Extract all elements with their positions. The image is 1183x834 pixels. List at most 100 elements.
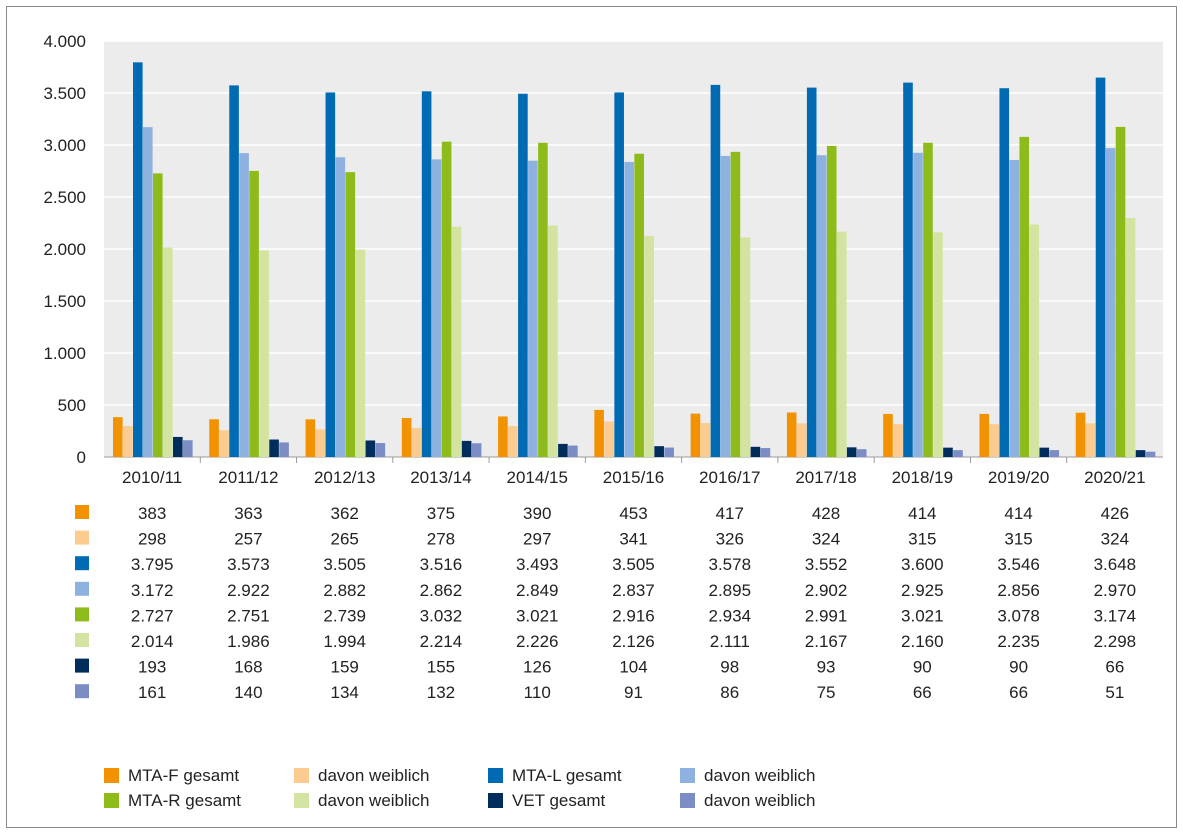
legend-swatch xyxy=(488,793,503,808)
legend-swatch xyxy=(488,768,503,783)
bar xyxy=(893,424,903,457)
table-cell: 2.126 xyxy=(612,632,655,651)
table-cell: 453 xyxy=(619,504,647,523)
bar xyxy=(943,447,953,457)
table-cell: 315 xyxy=(1004,530,1032,549)
legend-swatch xyxy=(294,793,309,808)
bar xyxy=(538,142,548,458)
bar xyxy=(883,413,893,457)
table-cell: 2.895 xyxy=(708,581,751,600)
table-cell: 66 xyxy=(1105,658,1124,677)
bar xyxy=(173,436,183,457)
table-cell: 3.552 xyxy=(805,555,848,574)
legend-item: davon weiblich xyxy=(294,789,488,812)
bar xyxy=(133,62,143,457)
table-row-swatch xyxy=(75,530,89,545)
bar xyxy=(375,443,386,457)
table-cell: 341 xyxy=(619,530,647,549)
table-cell: 297 xyxy=(523,530,551,549)
y-tick-label: 3.000 xyxy=(43,136,86,155)
table-cell: 193 xyxy=(138,658,166,677)
table-cell: 298 xyxy=(138,530,166,549)
bar xyxy=(856,449,867,457)
bar xyxy=(1125,218,1136,457)
table-row-swatch xyxy=(75,633,89,647)
table-cell: 3.648 xyxy=(1094,555,1137,574)
table-cell: 3.174 xyxy=(1094,606,1137,625)
table-cell: 2.160 xyxy=(901,632,944,651)
bar xyxy=(846,447,857,457)
x-tick-label: 2017/18 xyxy=(795,468,856,487)
table-cell: 161 xyxy=(138,683,166,702)
bar xyxy=(720,155,731,458)
table-cell: 3.078 xyxy=(997,606,1040,625)
table-cell: 2.856 xyxy=(997,581,1040,600)
y-tick-label: 1.500 xyxy=(43,292,86,311)
bar xyxy=(1029,224,1040,457)
legend-item: davon weiblich xyxy=(680,764,880,787)
legend-label: davon weiblich xyxy=(704,790,816,810)
table-cell: 2.991 xyxy=(805,606,848,625)
table-cell: 86 xyxy=(720,683,739,702)
bar xyxy=(923,142,933,458)
bar xyxy=(1095,77,1106,457)
bar xyxy=(1039,447,1050,457)
bar xyxy=(604,421,614,457)
table-cell: 414 xyxy=(908,504,936,523)
table-cell: 1.986 xyxy=(227,632,270,651)
table-cell: 417 xyxy=(716,504,744,523)
bar xyxy=(451,226,462,457)
table-cell: 90 xyxy=(1009,658,1028,677)
table-row-swatch xyxy=(75,581,89,596)
table-cell: 66 xyxy=(1009,683,1028,702)
table-cell: 375 xyxy=(427,504,455,523)
table-cell: 2.916 xyxy=(612,606,655,625)
table-cell: 2.751 xyxy=(227,606,270,625)
bar xyxy=(548,225,558,457)
table-cell: 91 xyxy=(624,683,643,702)
x-tick-label: 2013/14 xyxy=(410,468,471,487)
table-cell: 2.214 xyxy=(420,632,463,651)
bar xyxy=(740,237,751,457)
bar xyxy=(750,446,761,457)
bar xyxy=(183,440,193,457)
table-cell: 278 xyxy=(427,530,455,549)
bar xyxy=(239,153,249,457)
bar xyxy=(143,127,153,457)
bar xyxy=(421,91,432,457)
table-cell: 428 xyxy=(812,504,840,523)
bar xyxy=(1115,126,1126,458)
bar xyxy=(568,445,578,457)
bar xyxy=(999,88,1010,457)
bar xyxy=(1085,423,1096,457)
table-cell: 3.021 xyxy=(516,606,559,625)
legend-label: VET gesamt xyxy=(512,790,606,810)
legend-swatch xyxy=(680,793,695,808)
bar xyxy=(498,416,508,457)
bar xyxy=(624,161,634,457)
bar xyxy=(113,417,123,457)
legend-label: MTA-F gesamt xyxy=(128,765,240,785)
table-cell: 168 xyxy=(234,658,262,677)
y-tick-label: 2.500 xyxy=(43,188,86,207)
bar xyxy=(664,447,674,457)
table-cell: 257 xyxy=(234,530,262,549)
x-tick-label: 2018/19 xyxy=(892,468,953,487)
bar xyxy=(229,85,239,458)
table-cell: 2.970 xyxy=(1094,581,1137,600)
legend-item: davon weiblich xyxy=(680,789,880,812)
bar xyxy=(700,423,711,457)
table-cell: 3.021 xyxy=(901,606,944,625)
bar xyxy=(710,84,721,457)
bar xyxy=(558,443,568,457)
bar xyxy=(1009,159,1020,457)
bar xyxy=(335,157,346,457)
bar xyxy=(345,172,356,458)
table-cell: 126 xyxy=(523,658,551,677)
x-tick-label: 2015/16 xyxy=(603,468,664,487)
legend-label: davon weiblich xyxy=(704,765,816,785)
bar xyxy=(614,92,624,457)
table-cell: 134 xyxy=(330,683,358,702)
legend-item: MTA-L gesamt xyxy=(488,764,680,787)
legend-item: MTA-R gesamt xyxy=(104,789,294,812)
